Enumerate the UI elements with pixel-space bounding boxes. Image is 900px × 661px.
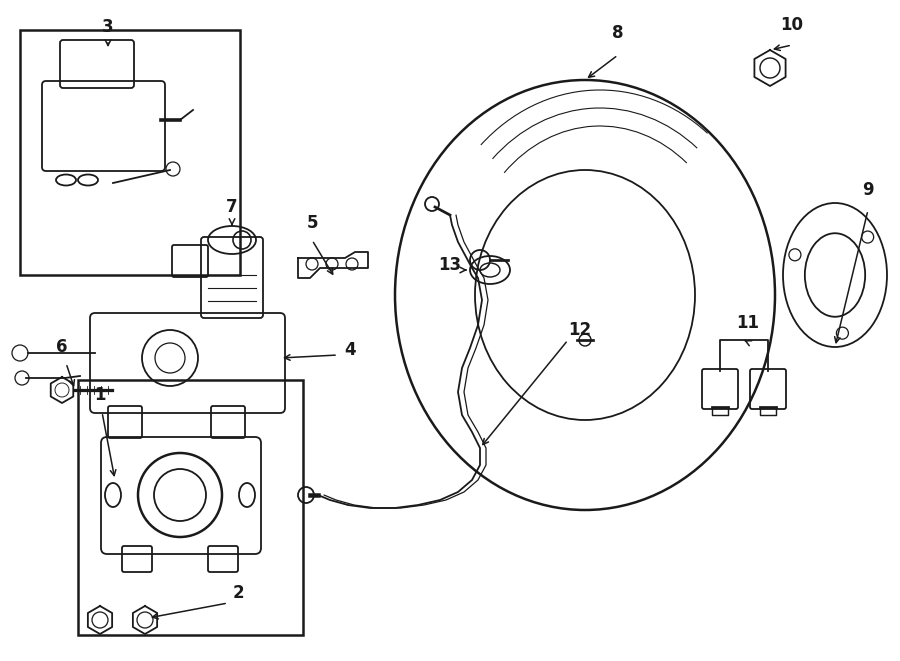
Text: 13: 13 <box>438 256 462 274</box>
Text: 3: 3 <box>103 18 113 36</box>
Text: 4: 4 <box>344 341 356 359</box>
Text: 9: 9 <box>862 181 874 199</box>
Text: 12: 12 <box>569 321 591 339</box>
Text: 11: 11 <box>736 314 760 332</box>
Text: 2: 2 <box>232 584 244 602</box>
Text: 8: 8 <box>612 24 624 42</box>
Bar <box>78 380 303 635</box>
Text: 1: 1 <box>94 386 106 404</box>
Text: 6: 6 <box>56 338 68 356</box>
Bar <box>20 30 240 275</box>
Text: 5: 5 <box>306 214 318 232</box>
Text: 7: 7 <box>226 198 238 216</box>
Text: 10: 10 <box>780 16 804 34</box>
